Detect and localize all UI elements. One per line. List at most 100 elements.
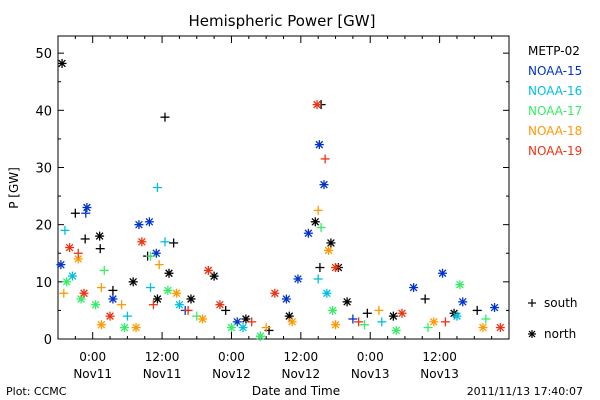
data-point-metp-02 bbox=[164, 268, 174, 278]
data-point-noaa-17 bbox=[423, 323, 433, 333]
x-tick-date-label: Nov12 bbox=[212, 367, 251, 381]
data-point-metp-02 bbox=[169, 238, 179, 248]
data-point-noaa-15 bbox=[348, 314, 358, 324]
data-point-noaa-19 bbox=[65, 243, 75, 253]
data-point-noaa-18 bbox=[198, 314, 208, 324]
data-point-metp-02 bbox=[388, 311, 398, 321]
x-tick-date-label: Nov11 bbox=[73, 367, 112, 381]
x-tick-time-label: 0:00 bbox=[79, 350, 106, 364]
data-point-noaa-18 bbox=[313, 205, 323, 215]
data-point-noaa-17 bbox=[146, 251, 156, 261]
x-tick-date-label: Nov13 bbox=[351, 367, 390, 381]
data-point-noaa-18 bbox=[429, 317, 439, 327]
data-point-noaa-16 bbox=[377, 317, 387, 327]
data-point-noaa-16 bbox=[160, 237, 170, 247]
data-point-noaa-15 bbox=[409, 283, 419, 293]
data-point-noaa-17 bbox=[226, 323, 236, 333]
data-point-metp-02 bbox=[310, 217, 320, 227]
data-point-noaa-19 bbox=[203, 265, 213, 275]
y-tick-label: 40 bbox=[35, 104, 52, 119]
data-point-noaa-18 bbox=[59, 288, 69, 298]
data-point-noaa-19 bbox=[397, 308, 407, 318]
data-point-noaa-18 bbox=[96, 320, 106, 330]
data-point-noaa-16 bbox=[122, 311, 132, 321]
data-point-noaa-15 bbox=[281, 294, 291, 304]
data-point-noaa-19 bbox=[495, 323, 505, 333]
x-tick-time-label: 0:00 bbox=[357, 350, 384, 364]
data-point-metp-02 bbox=[160, 112, 170, 122]
x-tick-time-label: 12:00 bbox=[145, 350, 180, 364]
data-point-noaa-17 bbox=[163, 285, 173, 295]
legend: METP-02 NOAA-15 NOAA-16 NOAA-17 NOAA-18 NOAA-… bbox=[528, 44, 582, 158]
data-point-metp-02 bbox=[315, 263, 325, 273]
data-point-metp-02 bbox=[221, 305, 231, 315]
data-point-noaa-16 bbox=[452, 311, 462, 321]
data-point-metp-02 bbox=[128, 277, 138, 287]
data-point-noaa-17 bbox=[316, 223, 326, 233]
data-point-metp-02 bbox=[80, 234, 90, 244]
x-axis-label: Date and Time bbox=[252, 384, 340, 398]
data-point-noaa-18 bbox=[478, 323, 488, 333]
data-point-noaa-15 bbox=[56, 260, 66, 270]
data-point-noaa-15 bbox=[303, 228, 313, 238]
legend-entry-noaa-19: NOAA-19 bbox=[528, 144, 582, 158]
data-point-noaa-17 bbox=[455, 280, 465, 290]
data-point-noaa-19 bbox=[320, 154, 330, 164]
data-point-noaa-18 bbox=[131, 323, 141, 333]
y-axis: 0 10 20 30 40 50 bbox=[35, 47, 509, 348]
chart-title: Hemispheric Power [GW] bbox=[189, 12, 376, 30]
data-point-noaa-19 bbox=[105, 311, 115, 321]
x-axis: 0:00 Nov11 12:00 Nov11 0:00 Nov12 12:00 Nov12 0:… bbox=[73, 36, 493, 381]
data-point-noaa-19 bbox=[73, 248, 83, 258]
data-point-noaa-19 bbox=[354, 317, 364, 327]
data-point-noaa-19 bbox=[148, 300, 158, 310]
data-point-noaa-15 bbox=[314, 140, 324, 150]
data-point-noaa-15 bbox=[293, 274, 303, 284]
marker-symbol-south bbox=[528, 299, 536, 307]
data-point-metp-02 bbox=[152, 294, 162, 304]
data-point-noaa-18 bbox=[261, 323, 271, 333]
data-point-noaa-19 bbox=[247, 317, 257, 327]
data-point-noaa-18 bbox=[172, 288, 182, 298]
data-point-noaa-15 bbox=[108, 294, 118, 304]
data-point-noaa-16 bbox=[313, 274, 323, 284]
data-point-noaa-15 bbox=[438, 268, 448, 278]
plot-timestamp: 2011/11/13 17:40:07 bbox=[467, 385, 583, 398]
legend-entry-noaa-16: NOAA-16 bbox=[528, 84, 582, 98]
data-point-noaa-15 bbox=[144, 217, 154, 227]
data-point-noaa-17 bbox=[481, 314, 491, 324]
data-point-noaa-15 bbox=[319, 180, 329, 190]
legend-entry-noaa-15: NOAA-15 bbox=[528, 64, 582, 78]
data-point-noaa-16 bbox=[146, 283, 156, 293]
data-point-noaa-18 bbox=[331, 320, 341, 330]
data-point-metp-02 bbox=[472, 305, 482, 315]
x-tick-date-label: Nov12 bbox=[281, 367, 320, 381]
data-points bbox=[56, 58, 505, 341]
data-point-noaa-16 bbox=[238, 323, 248, 333]
data-point-metp-02 bbox=[241, 314, 251, 324]
data-point-noaa-17 bbox=[328, 305, 338, 315]
data-point-noaa-17 bbox=[359, 320, 369, 330]
y-tick-label: 30 bbox=[35, 161, 52, 176]
data-point-metp-02 bbox=[70, 208, 80, 218]
plot-area-frame bbox=[57, 35, 510, 340]
y-tick-label: 50 bbox=[35, 47, 52, 62]
data-point-noaa-16 bbox=[174, 300, 184, 310]
data-point-noaa-19 bbox=[440, 317, 450, 327]
data-point-noaa-16 bbox=[60, 225, 70, 235]
legend-entry-metp-02: METP-02 bbox=[528, 44, 580, 58]
data-point-noaa-18 bbox=[154, 260, 164, 270]
y-axis-label: P [GW] bbox=[7, 167, 21, 209]
data-point-metp-02 bbox=[95, 244, 105, 254]
legend-entry-noaa-18: NOAA-18 bbox=[528, 124, 582, 138]
data-point-metp-02 bbox=[362, 308, 372, 318]
data-point-noaa-15 bbox=[81, 208, 91, 218]
data-point-metp-02 bbox=[95, 231, 105, 241]
data-point-noaa-19 bbox=[270, 288, 280, 298]
data-point-metp-02 bbox=[326, 238, 336, 248]
data-point-noaa-19 bbox=[79, 288, 89, 298]
data-point-metp-02 bbox=[420, 294, 430, 304]
data-point-noaa-18 bbox=[96, 283, 106, 293]
data-point-noaa-17 bbox=[91, 300, 101, 310]
